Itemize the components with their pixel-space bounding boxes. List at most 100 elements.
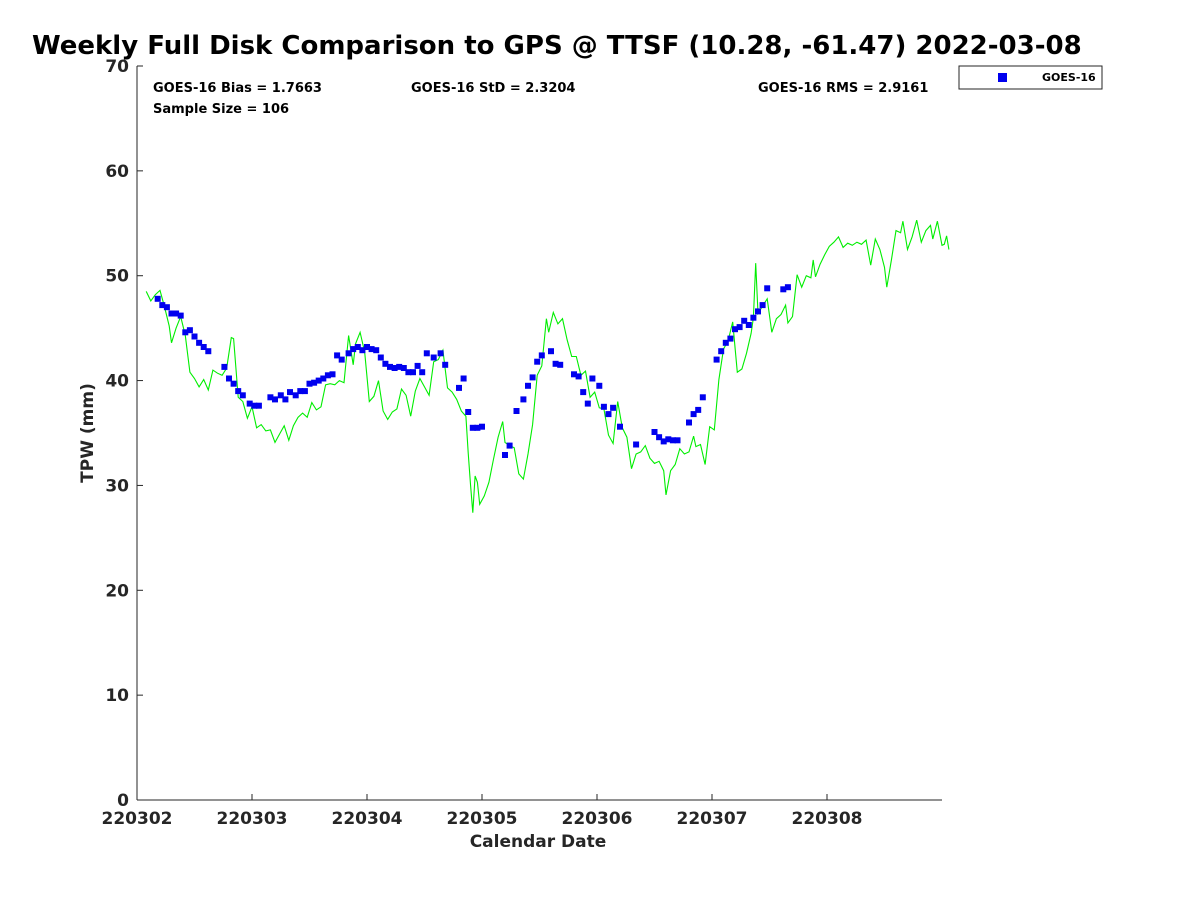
goes16-data-point <box>552 360 559 367</box>
goes16-data-point <box>713 356 720 363</box>
goes16-data-point <box>732 326 738 333</box>
goes16-data-point <box>226 375 232 382</box>
goes16-series-markers <box>154 284 791 458</box>
gps-series-line <box>145 219 950 513</box>
goes16-data-point <box>656 434 663 441</box>
goes16-data-point <box>575 373 582 380</box>
goes16-data-point <box>669 437 676 444</box>
goes16-data-point <box>205 348 212 355</box>
rms-stat: GOES-16 RMS = 2.9161 <box>758 81 928 96</box>
goes16-data-point <box>377 354 384 361</box>
goes16-data-point <box>282 396 289 403</box>
goes16-data-point <box>538 352 545 359</box>
legend-square-marker <box>998 73 1007 82</box>
goes16-data-point <box>718 348 725 355</box>
goes16-data-point <box>589 375 596 382</box>
goes16-data-point <box>633 441 640 448</box>
goes16-data-point <box>159 302 166 309</box>
goes16-data-point <box>759 302 766 309</box>
goes16-data-point <box>741 317 748 324</box>
goes16-data-point <box>690 411 697 418</box>
goes16-data-point <box>520 396 527 403</box>
x-axis-ticks: 220302 220303 220304 220305 220306 220307 2203… <box>102 794 862 829</box>
goes16-data-point <box>534 358 541 365</box>
goes16-data-point <box>359 347 366 354</box>
y-tick-label: 10 <box>105 686 129 706</box>
goes16-data-point <box>272 396 278 403</box>
x-tick-label: 220307 <box>677 809 748 829</box>
x-axis-label: Calendar Date <box>470 832 607 852</box>
chart-title: Weekly Full Disk Comparison to GPS @ TTS… <box>32 31 1082 61</box>
goes16-data-point <box>513 408 520 414</box>
goes16-data-point <box>736 324 743 331</box>
x-tick-label: 220303 <box>217 809 288 829</box>
goes16-data-point <box>423 350 430 357</box>
goes16-data-point <box>251 402 258 409</box>
goes16-data-point <box>474 424 481 431</box>
goes16-data-point <box>548 348 554 355</box>
x-tick-label: 220302 <box>102 809 173 829</box>
goes16-data-point <box>479 423 485 430</box>
goes16-data-point <box>287 389 293 396</box>
y-tick-label: 40 <box>105 372 129 392</box>
y-tick-label: 70 <box>105 57 129 77</box>
goes16-data-point <box>456 384 462 391</box>
goes16-data-point <box>699 394 706 401</box>
goes16-data-point <box>368 346 375 353</box>
legend: GOES-16 <box>958 65 1103 90</box>
goes16-data-point <box>324 372 331 379</box>
y-axis-ticks: 0 10 20 30 40 50 60 70 <box>105 57 143 811</box>
goes16-data-point <box>246 400 253 407</box>
goes16-data-point <box>230 380 237 387</box>
x-tick-label: 220304 <box>332 809 403 829</box>
goes16-data-point <box>414 362 421 369</box>
y-tick-label: 60 <box>105 162 129 182</box>
goes16-data-point <box>651 429 658 435</box>
x-tick-label: 220305 <box>447 809 518 829</box>
goes16-data-point <box>469 424 476 431</box>
sample-size-stat: Sample Size = 106 <box>153 102 289 117</box>
y-tick-label: 50 <box>105 267 129 287</box>
goes16-data-point <box>191 333 198 340</box>
goes16-data-point <box>605 411 612 418</box>
goes16-data-point <box>780 286 787 293</box>
goes16-data-point <box>387 363 393 370</box>
goes16-data-point <box>674 437 681 444</box>
goes16-data-point <box>695 406 702 413</box>
goes16-data-point <box>297 388 304 395</box>
goes16-data-point <box>267 394 274 401</box>
goes16-data-point <box>502 452 508 458</box>
goes16-data-point <box>345 350 352 357</box>
goes16-data-point <box>382 360 389 367</box>
goes16-data-point <box>221 363 228 370</box>
y-axis-label: TPW (mm) <box>78 383 98 483</box>
goes16-data-point <box>235 388 242 395</box>
goes16-data-point <box>173 310 180 317</box>
goes16-data-point <box>364 344 370 350</box>
goes16-data-point <box>660 438 667 445</box>
std-stat: GOES-16 StD = 2.3204 <box>411 81 575 96</box>
goes16-data-point <box>665 436 672 443</box>
goes16-data-point <box>255 402 262 409</box>
goes16-data-point <box>617 423 623 430</box>
goes16-data-point <box>391 365 398 371</box>
goes16-data-point <box>373 347 380 354</box>
goes16-data-point <box>301 388 308 395</box>
goes16-data-point <box>722 339 729 346</box>
goes16-data-point <box>525 382 531 389</box>
bias-stat: GOES-16 Bias = 1.7663 <box>153 81 322 96</box>
goes16-data-point <box>755 308 761 315</box>
goes16-data-point <box>315 377 322 384</box>
goes16-data-point <box>557 361 564 368</box>
goes16-data-point <box>460 375 467 382</box>
goes16-data-point <box>306 380 313 387</box>
goes16-data-point <box>571 371 577 378</box>
goes16-data-point <box>186 327 193 334</box>
plot-area <box>136 66 942 801</box>
y-tick-label: 20 <box>105 581 129 601</box>
goes16-data-point <box>584 400 591 407</box>
goes16-data-point <box>200 344 207 350</box>
goes16-data-point <box>442 361 449 368</box>
goes16-data-point <box>686 419 692 426</box>
